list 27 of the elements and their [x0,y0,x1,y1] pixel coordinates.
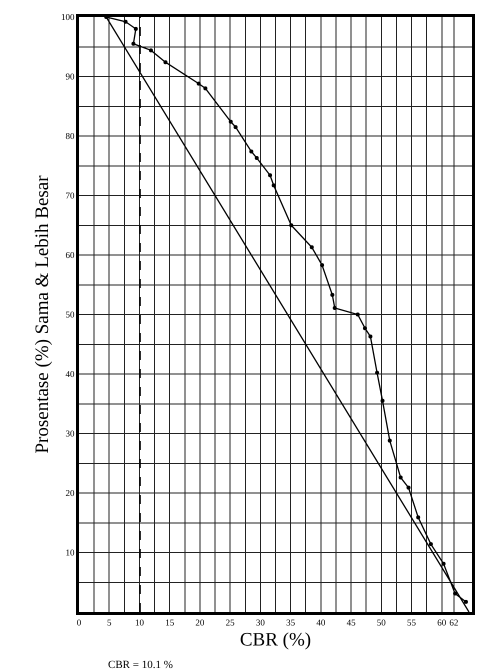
x-tick-label: 5 [106,618,112,628]
y-tick-label: 40 [65,369,75,380]
y-tick-label: 100 [60,12,75,22]
x-tick-label: 50 [376,618,386,628]
x-tick-label: 60 [437,618,447,628]
y-tick-label: 60 [65,250,75,260]
x-tick-label: 0 [76,618,82,628]
y-tick-label: 70 [65,190,75,201]
x-tick-label: 62 [449,618,458,628]
ref-line-label: CBR = 10.1 % [108,659,173,670]
x-tick-label: 10 [134,618,144,628]
y-tick-label: 10 [65,548,75,558]
y-tick-label: 90 [65,72,75,82]
y-axis-title: Prosentase (%) Sama & Lebih Besar [32,174,53,454]
x-tick-label: 40 [316,618,326,628]
y-tick-label: 80 [65,131,75,142]
y-tick-label: 50 [65,310,75,320]
x-tick-label: 15 [165,618,175,628]
x-tick-label: 25 [226,618,236,628]
x-tick-label: 20 [195,618,205,628]
y-tick-label: 20 [65,488,75,498]
x-axis-title: CBR (%) [240,629,312,650]
x-tick-label: 35 [286,618,296,628]
x-tick-label: 30 [256,618,266,628]
x-tick-label: 45 [346,618,356,628]
x-tick-label: 55 [407,618,417,628]
y-tick-label: 30 [65,428,75,439]
